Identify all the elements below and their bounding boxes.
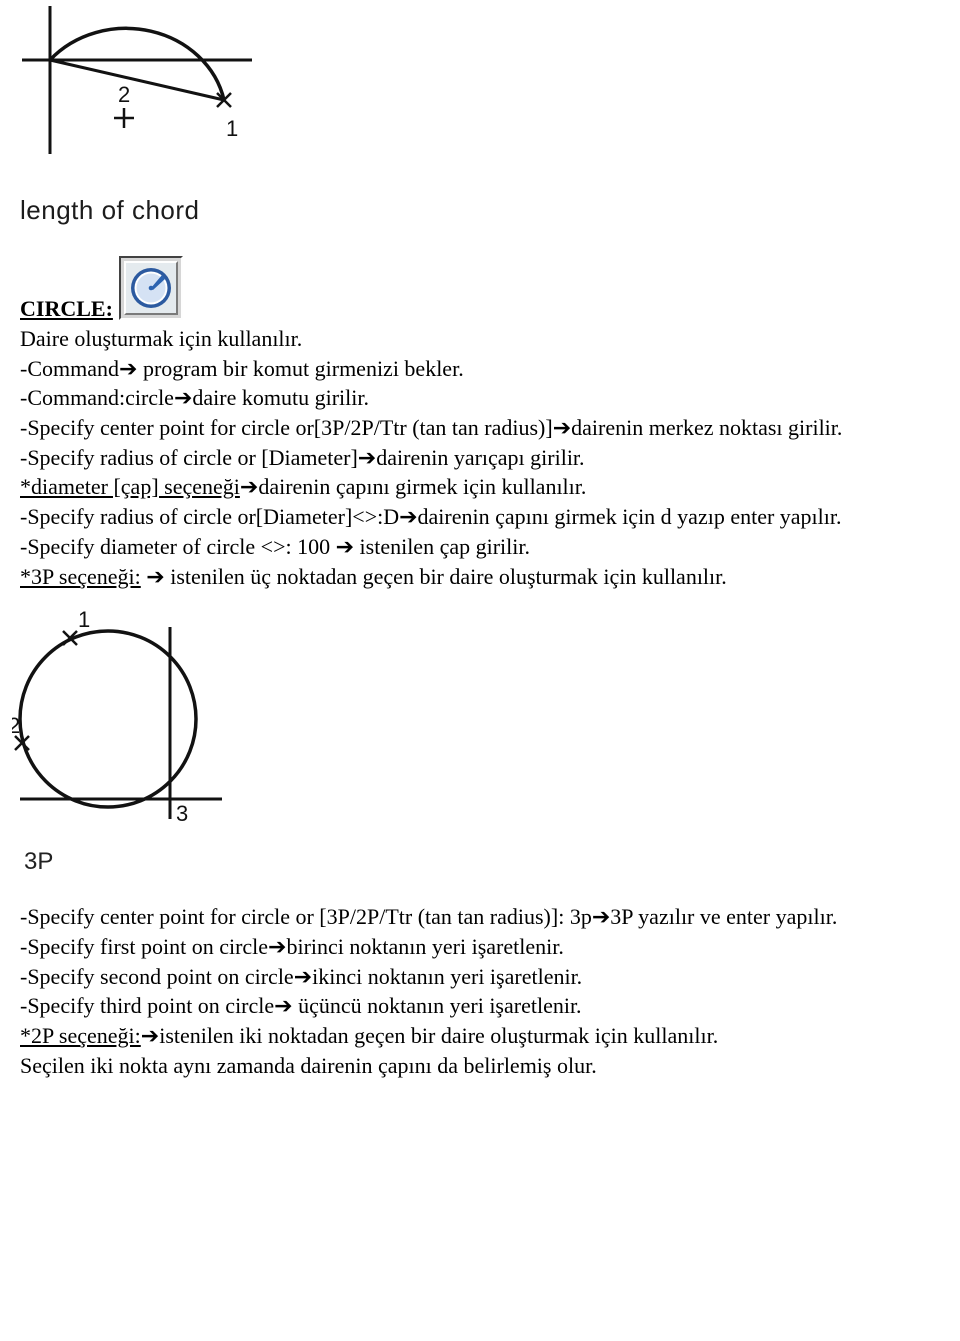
three-p-caption: 3P [24, 848, 940, 876]
arrow-icon: ➔ [336, 534, 354, 559]
arrow-icon: ➔ [274, 993, 292, 1018]
tp-label-2: 2 [12, 713, 20, 738]
chord-line [50, 60, 224, 100]
body-text-1: Daire oluşturmak için kullanılır.-Comman… [20, 324, 940, 591]
chord-caption: length of chord [20, 195, 940, 226]
point-2-marker [114, 108, 134, 128]
body-line: -Specify first point on circle➔birinci n… [20, 932, 940, 962]
circle-heading: CIRCLE: [20, 298, 113, 320]
clock-icon [124, 261, 178, 315]
body-line: -Command:circle➔daire komutu girilir. [20, 383, 940, 413]
body-line: -Command➔ program bir komut girmenizi be… [20, 354, 940, 384]
arrow-icon: ➔ [553, 415, 571, 440]
body-line: -Specify center point for circle or[3P/2… [20, 413, 940, 443]
body-line: -Specify radius of circle or[Diameter]<>… [20, 502, 940, 532]
body-line: *diameter [çap] seçeneği➔dairenin çapını… [20, 472, 940, 502]
arrow-icon: ➔ [141, 1023, 159, 1048]
body-line: -Specify radius of circle or [Diameter]➔… [20, 443, 940, 473]
body-line: -Specify center point for circle or [3P/… [20, 902, 940, 932]
arrow-icon: ➔ [399, 504, 417, 529]
body-line: Seçilen iki nokta aynı zamanda dairenin … [20, 1051, 940, 1081]
body-line: *2P seçeneği:➔istenilen iki noktadan geç… [20, 1021, 940, 1051]
body-line: -Specify third point on circle➔ üçüncü n… [20, 991, 940, 1021]
clock-icon-frame [119, 256, 183, 320]
arrow-icon: ➔ [240, 474, 258, 499]
chord-arc [50, 28, 224, 100]
document-page: 2 1 length of chord CIRCLE: Daire oluştu… [0, 0, 960, 1100]
arrow-icon: ➔ [174, 385, 192, 410]
arrow-icon: ➔ [592, 904, 610, 929]
arrow-icon: ➔ [268, 934, 286, 959]
arrow-icon: ➔ [146, 564, 164, 589]
arrow-icon: ➔ [294, 964, 312, 989]
arrow-icon: ➔ [358, 445, 376, 470]
chord-svg: 2 1 [10, 0, 270, 180]
body-text-2: -Specify center point for circle or [3P/… [20, 902, 940, 1080]
three-p-svg: 1 2 3 [12, 609, 232, 825]
body-line: Daire oluşturmak için kullanılır. [20, 324, 940, 354]
body-line: *3P seçeneği: ➔ istenilen üç noktadan ge… [20, 562, 940, 592]
label-1: 1 [226, 116, 238, 141]
tp-label-1: 1 [78, 609, 90, 632]
circle-heading-row: CIRCLE: [20, 256, 940, 320]
chord-diagram: 2 1 [10, 0, 940, 185]
tp-label-3: 3 [176, 801, 188, 825]
label-2: 2 [118, 82, 130, 107]
three-p-diagram: 1 2 3 [12, 609, 940, 830]
body-line: -Specify diameter of circle <>: 100 ➔ is… [20, 532, 940, 562]
body-line: -Specify second point on circle➔ikinci n… [20, 962, 940, 992]
arrow-icon: ➔ [119, 356, 137, 381]
